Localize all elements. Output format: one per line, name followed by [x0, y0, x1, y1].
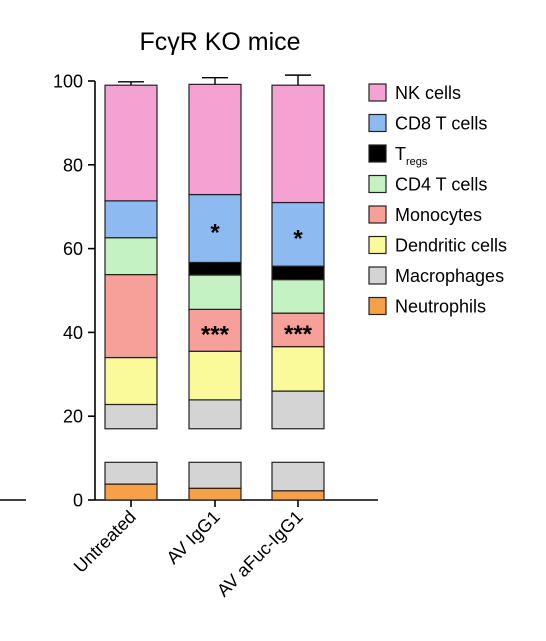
bar-segment [271, 201, 325, 267]
bar-segment [271, 490, 325, 501]
x-tick-label: Untreated [70, 507, 140, 577]
y-tick-label: 60 [63, 239, 83, 259]
legend-swatch [368, 174, 387, 194]
bar-segment [271, 279, 325, 314]
bar-segment [188, 274, 242, 310]
x-tick-label: AV aFuc-IgG1 [213, 507, 307, 601]
legend-swatch [368, 296, 387, 316]
bar-segment [104, 356, 158, 406]
bar-segment [271, 346, 325, 392]
legend-label: Macrophages [395, 266, 504, 286]
significance-marker: * [210, 219, 220, 246]
bar-segment [104, 237, 158, 276]
bar-segment [104, 84, 158, 202]
legend-swatch [368, 144, 387, 163]
legend-swatch [368, 113, 387, 133]
bar-segment [188, 350, 242, 401]
y-tick-label: 20 [63, 407, 83, 427]
legend-label: CD8 T cells [395, 114, 487, 134]
bar-segment [271, 84, 325, 204]
legend: NK cells CD8 T cells Tregs CD4 T cells Monoc… [368, 83, 507, 317]
y-tick-label: 100 [53, 72, 83, 92]
legend-label: CD4 T cells [395, 175, 487, 195]
legend-swatch [368, 266, 387, 285]
bar-segment [271, 390, 325, 430]
bar-segment [104, 461, 158, 485]
significance-marker: *** [201, 321, 230, 348]
legend-swatch [368, 235, 387, 255]
bar-segment [104, 200, 158, 239]
significance-marker: *** [284, 321, 313, 348]
bar-segment [188, 261, 242, 276]
legend-label: Neutrophils [395, 297, 486, 317]
legend-swatch [368, 83, 387, 102]
bar-segment [188, 83, 242, 196]
significance-marker: * [293, 225, 303, 252]
bar-segment [188, 487, 242, 501]
bar-segment [188, 461, 242, 489]
x-tick-label: AV IgG1 [163, 507, 224, 568]
chart-title: FcγR KO mice [139, 28, 300, 56]
bar-segment [271, 461, 325, 492]
legend-swatch [368, 205, 387, 224]
bar-segment [188, 193, 242, 264]
bar-segment [104, 403, 158, 430]
bar-segment [104, 273, 158, 359]
bar-segment [271, 312, 325, 348]
y-tick-label: 0 [73, 491, 83, 511]
legend-label: Dendritic cells [395, 236, 507, 256]
bar-segment [104, 483, 158, 501]
bar-segment [188, 308, 242, 352]
legend-label: Monocytes [395, 205, 482, 225]
legend-label: Tregs [395, 144, 428, 168]
y-tick-label: 40 [63, 323, 83, 343]
y-tick-label: 80 [63, 155, 83, 175]
legend-label: NK cells [395, 83, 461, 103]
bar-segment [271, 265, 325, 281]
bar-segment [188, 399, 242, 430]
